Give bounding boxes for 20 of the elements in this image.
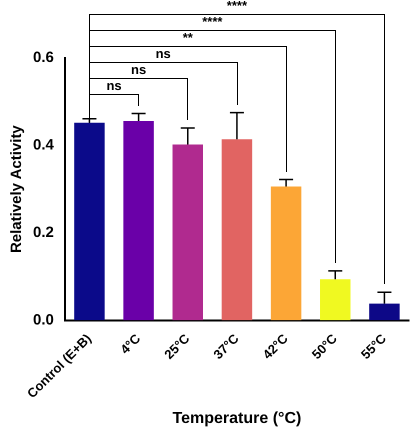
y-tick-label: 0.2	[32, 224, 54, 241]
y-tick-label: 0.4	[32, 136, 54, 154]
annotation: ns	[106, 78, 122, 94]
annotation: ns	[131, 62, 146, 78]
text: **	[182, 30, 194, 46]
bar	[222, 139, 252, 320]
bar	[320, 279, 350, 320]
bar	[123, 120, 154, 320]
bar	[270, 186, 302, 320]
annotation: ns	[156, 46, 171, 62]
y-tick-label: 0.0	[32, 311, 54, 328]
bar	[74, 122, 105, 320]
bar	[369, 304, 400, 320]
bar	[172, 144, 204, 320]
x-tick-label: 4°C	[117, 330, 144, 357]
y-axis-title: Relatively Activity	[8, 124, 26, 254]
text: ****	[226, 0, 248, 14]
x-axis-title: Temperature (°C)	[172, 410, 302, 427]
y-tick-label: 0.6	[32, 49, 54, 66]
text: ****	[202, 14, 224, 30]
